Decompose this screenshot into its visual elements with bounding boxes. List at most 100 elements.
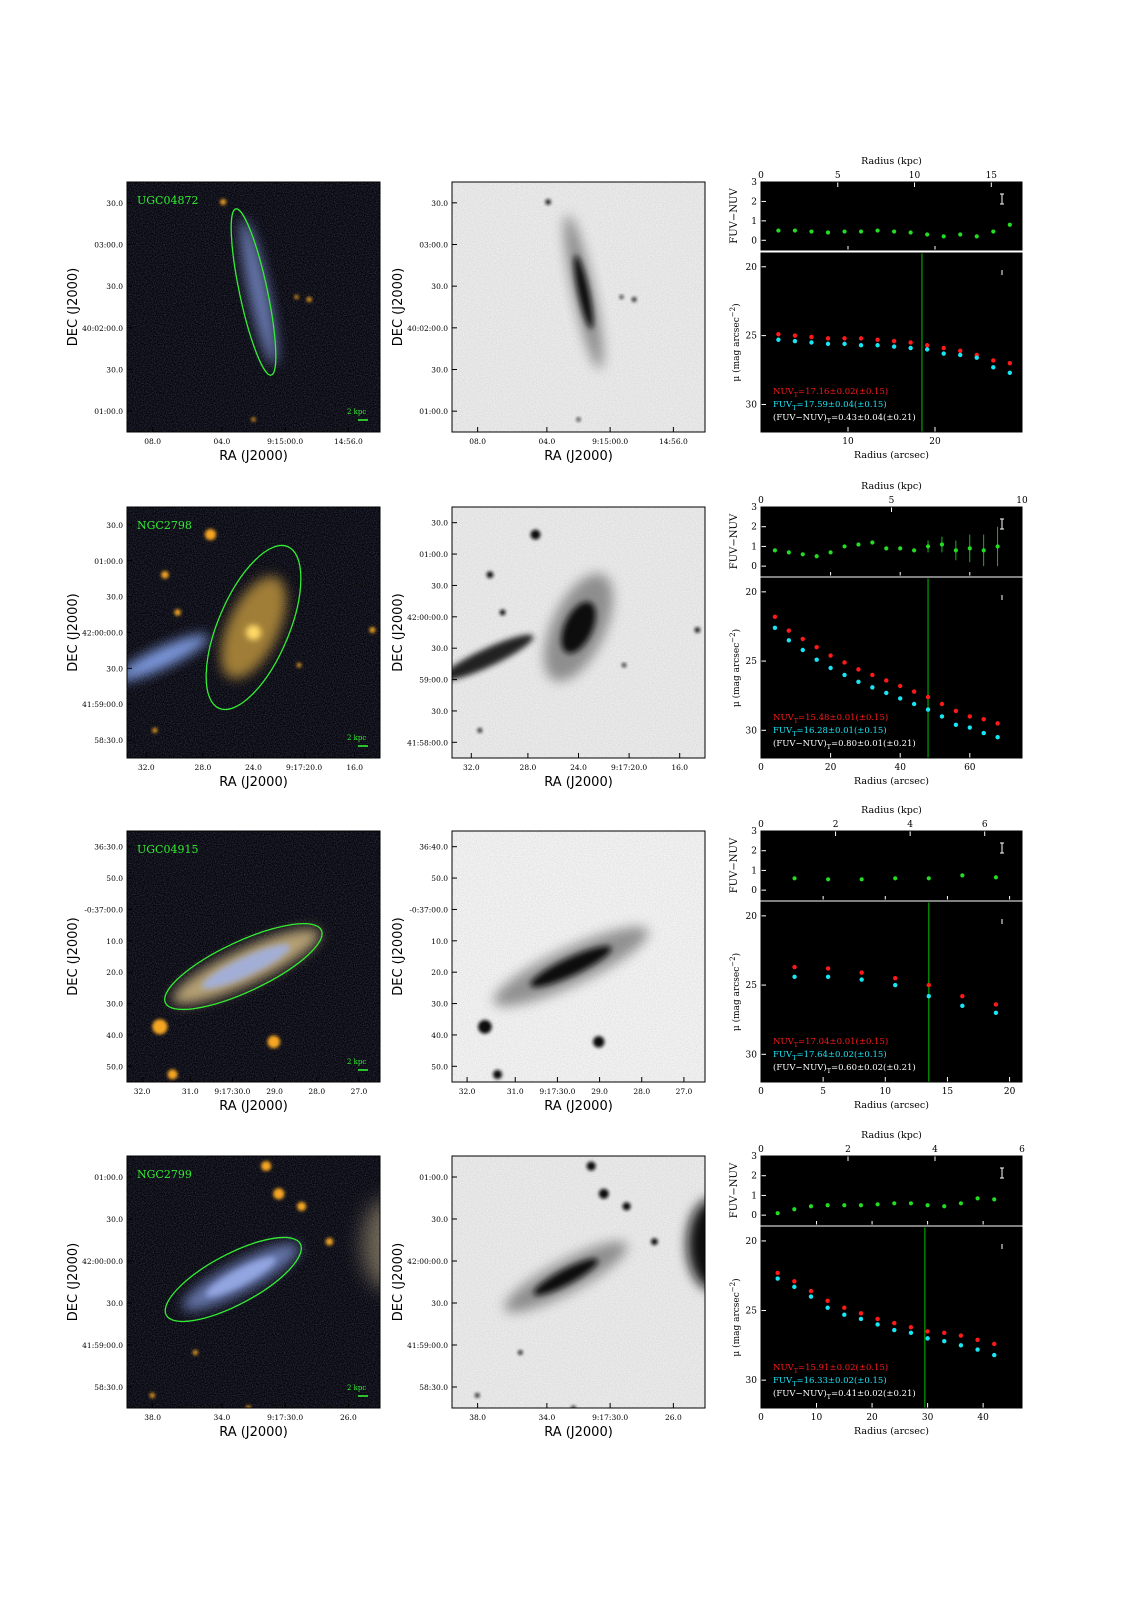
scale-bar-label: 2 kpc xyxy=(347,408,366,416)
nuv-point xyxy=(870,672,875,678)
kpc-axis-label: Radius (kpc) xyxy=(861,481,922,492)
nuv-point xyxy=(792,1279,797,1284)
dec-tick-label: 30.0 xyxy=(431,282,448,291)
mu-axis-close: ) xyxy=(731,1278,742,1282)
dec-tick-label: 01:00.0 xyxy=(94,407,123,416)
arcsec-tick-label: 0 xyxy=(758,1413,764,1423)
color-point xyxy=(995,544,1000,549)
fuv-point xyxy=(775,1276,780,1281)
fuv-point xyxy=(924,347,930,352)
label-main: FUV xyxy=(773,1050,793,1060)
fuv-point xyxy=(858,343,864,348)
label-value: =15.91±0.02(±0.15) xyxy=(798,1362,888,1373)
ra-tick-label: 9:17:30.0 xyxy=(592,1413,628,1422)
image-content xyxy=(452,831,705,1082)
dec-tick-label: 50.0 xyxy=(431,1062,448,1071)
grayscale-image-panel: 38.0 34.0 9:17:30.0 26.0 RA (J2000) 01:00.0 30… xyxy=(391,1155,706,1440)
color-profile-panel xyxy=(761,1156,1022,1225)
dec-tick-label: 50.0 xyxy=(106,1062,123,1071)
color-panel-frame xyxy=(760,506,1023,577)
color-tick-label: 2 xyxy=(751,847,757,857)
arcsec-axis-label: Radius (arcsec) xyxy=(854,1426,929,1437)
dec-tick-label: 30.0 xyxy=(431,1299,448,1308)
dec-tick-label: 03:00.0 xyxy=(419,241,448,250)
fuv-point xyxy=(776,337,781,342)
ra-tick-label: 14:56.0 xyxy=(659,437,688,446)
ra-tick-label: 38.0 xyxy=(469,1413,486,1422)
nuv-point xyxy=(939,701,945,707)
fuv-point xyxy=(981,730,986,736)
fuv-point xyxy=(898,696,903,701)
dec-tick-label: 30.0 xyxy=(431,1000,448,1009)
color-point xyxy=(942,1204,947,1209)
color-panel-frame xyxy=(760,830,1023,901)
kpc-tick-label: 0 xyxy=(758,496,764,506)
aperture-ellipse xyxy=(205,544,302,711)
dec-axis-label: DEC (J2000) xyxy=(66,917,81,996)
color-point xyxy=(825,1203,830,1208)
star xyxy=(220,198,227,206)
label-main: NUV xyxy=(773,713,795,723)
star xyxy=(149,1392,155,1398)
star xyxy=(530,529,541,540)
fuv-point xyxy=(800,647,805,653)
color-tick-label: 3 xyxy=(751,1152,757,1162)
star xyxy=(174,609,181,616)
color-point xyxy=(981,548,986,553)
scale-bar-label: 2 kpc xyxy=(347,734,366,742)
dec-tick-label: 01:00.0 xyxy=(419,407,448,416)
label-value: =17.64±0.02(±0.15) xyxy=(796,1049,886,1060)
total-color: (FUV−NUV)T=0.41±0.02(±0.21) xyxy=(773,1388,916,1401)
ra-tick-label: 32.0 xyxy=(134,1087,151,1096)
dec-tick-label: 30.0 xyxy=(106,521,123,530)
kpc-tick-label: 10 xyxy=(909,171,921,181)
kpc-axis-label: Radius (kpc) xyxy=(861,1130,922,1141)
star xyxy=(152,1019,168,1035)
mu-axis-label: μ (mag arcsec−2) xyxy=(729,953,742,1031)
star xyxy=(593,1036,605,1048)
dec-tick-label: 42:00:00.0 xyxy=(82,1257,123,1266)
ra-tick-label: 31.0 xyxy=(507,1087,524,1096)
dec-axis-label: DEC (J2000) xyxy=(66,1243,81,1322)
dec-tick-label: 10.0 xyxy=(431,937,448,946)
dec-tick-label: 41:59:00.0 xyxy=(407,1341,448,1350)
star xyxy=(267,1035,281,1049)
dec-tick-label: 30.0 xyxy=(106,366,123,375)
ra-axis-label: RA (J2000) xyxy=(544,775,613,790)
dec-tick-label: 41:59:00.0 xyxy=(82,1341,123,1350)
ra-tick-label: 9:17:20.0 xyxy=(286,763,322,772)
color-tick-label: 1 xyxy=(751,217,757,227)
nuv-point xyxy=(924,343,930,348)
nuv-point xyxy=(908,340,913,345)
panel-frame xyxy=(451,830,706,1083)
color-point xyxy=(967,546,972,551)
color-point xyxy=(912,548,917,553)
fuv-point xyxy=(939,714,945,719)
color-point xyxy=(975,1196,980,1201)
nuv-point xyxy=(786,628,792,633)
nuv-point xyxy=(958,1333,964,1338)
mu-axis-main: μ (mag arcsec xyxy=(731,643,742,707)
dec-tick-label: 58:30.0 xyxy=(94,736,123,745)
fuv-point xyxy=(891,344,897,349)
fuv-point xyxy=(884,690,889,696)
dec-tick-label: 20.0 xyxy=(106,968,123,977)
ra-tick-label: 26.0 xyxy=(340,1413,357,1422)
nuv-total-magnitude: NUVT=17.04±0.01(±0.15) xyxy=(773,1036,888,1049)
arcsec-tick-label: 0 xyxy=(758,1087,764,1097)
color-point xyxy=(926,876,931,881)
mu-axis-close: ) xyxy=(731,629,742,633)
panel-frame xyxy=(451,1155,706,1409)
color-point xyxy=(958,232,963,237)
mu-axis-label: μ (mag arcsec−2) xyxy=(729,629,742,707)
ra-tick-label: 08.0 xyxy=(144,437,161,446)
color-point xyxy=(858,229,864,234)
nuv-point xyxy=(809,334,814,340)
color-point xyxy=(908,230,913,235)
ra-tick-label: 9:15:00.0 xyxy=(267,437,303,446)
mu-tick-label: 25 xyxy=(746,657,758,667)
fuv-point xyxy=(925,707,931,712)
nuv-point xyxy=(808,1288,814,1294)
fuv-point xyxy=(809,340,814,345)
